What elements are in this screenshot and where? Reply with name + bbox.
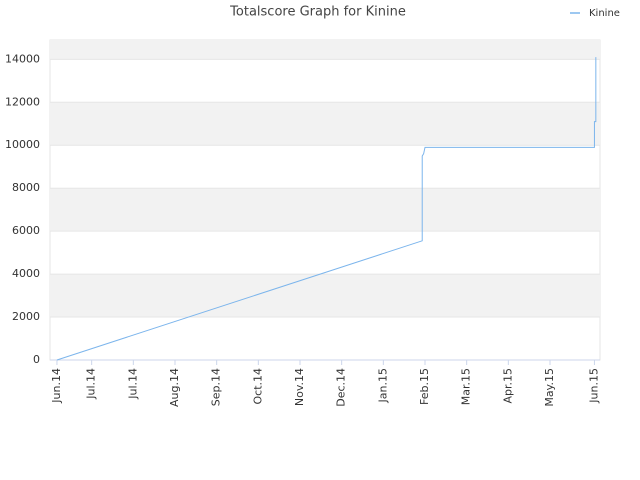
x-tick-label: Apr.15: [501, 368, 514, 404]
x-tick-label: Jun.14: [50, 368, 63, 404]
x-tick-label: Nov.14: [293, 368, 306, 406]
x-tick-label: Aug.14: [168, 368, 181, 407]
line: [56, 57, 597, 361]
y-tick-label: 14000: [5, 52, 40, 65]
band: [50, 274, 600, 318]
y-tick-label: 12000: [5, 95, 40, 108]
x-tick-label: Oct.14: [251, 368, 264, 405]
y-tick-label: 8000: [12, 181, 40, 194]
y-tick-label: 2000: [12, 310, 40, 323]
band: [50, 188, 600, 232]
band: [50, 102, 600, 146]
x-tick-label: Jun.15: [587, 368, 600, 404]
y-tick-label: 0: [33, 353, 40, 366]
y-tick-label: 6000: [12, 224, 40, 237]
chart-title: Totalscore Graph for Kinine: [229, 5, 406, 20]
x-tick-label: Dec.14: [335, 368, 348, 407]
y-tick-label: 4000: [12, 267, 40, 280]
x-tick-label: Sep.14: [210, 368, 223, 406]
legend-label: Kinine: [589, 8, 620, 19]
y-tick-label: 10000: [5, 138, 40, 151]
x-tick-label: Jul.14: [85, 368, 98, 400]
x-tick-label: Jul.14: [126, 368, 139, 400]
x-tick-label: Jan.15: [376, 368, 389, 403]
x-tick-label: May.15: [543, 368, 556, 407]
band: [50, 40, 600, 60]
x-tick-label: Mar.15: [460, 368, 473, 405]
x-tick-label: Feb.15: [418, 368, 431, 405]
